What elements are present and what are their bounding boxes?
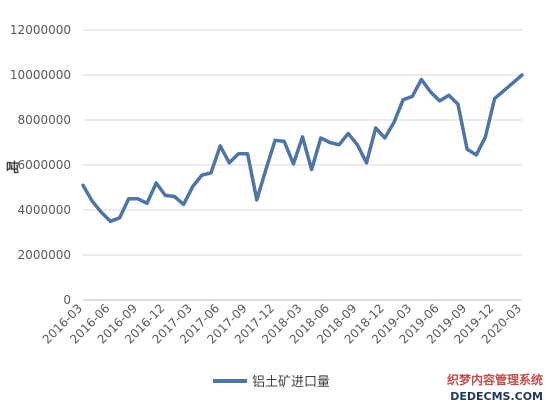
data-point (127, 197, 131, 201)
data-point (520, 73, 524, 77)
data-point (355, 143, 359, 147)
data-point (163, 193, 167, 197)
data-point (136, 197, 140, 201)
data-point (108, 219, 112, 223)
data-point (273, 138, 277, 142)
data-point (182, 202, 186, 206)
data-point (456, 102, 460, 106)
data-point (429, 90, 433, 94)
data-point (438, 99, 442, 103)
data-point (291, 162, 295, 166)
watermark: 织梦内容管理系统 DEDECMS.COM (447, 372, 543, 403)
data-point (383, 136, 387, 140)
data-point (282, 139, 286, 143)
data-point (118, 216, 122, 220)
data-point (319, 136, 323, 140)
y-tick-label: 2000000 (18, 248, 71, 262)
data-point (172, 195, 176, 198)
data-point (310, 168, 314, 171)
watermark-line1: 织梦内容管理系统 (447, 372, 543, 387)
watermark-line2: DEDECMS.COM (450, 390, 543, 403)
data-point (401, 98, 405, 102)
data-point (90, 199, 94, 203)
data-point (81, 183, 85, 187)
data-point (374, 126, 378, 130)
data-point (154, 181, 158, 185)
data-point (511, 81, 515, 85)
data-point (227, 161, 231, 165)
data-point (419, 78, 423, 81)
data-point (145, 201, 149, 205)
data-point (191, 184, 195, 188)
y-tick-label: 10000000 (10, 68, 71, 82)
data-point (502, 89, 506, 93)
y-axis-unit-label: 吨 (6, 160, 19, 176)
data-point (483, 135, 487, 139)
legend: 铝土矿进口量 (213, 375, 330, 390)
data-point (365, 161, 369, 165)
y-tick-label: 12000000 (10, 23, 71, 37)
data-point (465, 147, 469, 151)
data-point (255, 198, 259, 202)
y-tick-label: 6000000 (18, 158, 71, 172)
data-point (346, 132, 350, 135)
series-line (81, 73, 524, 224)
data-point (474, 153, 478, 157)
y-tick-label: 8000000 (18, 113, 71, 127)
data-point (264, 168, 268, 171)
data-point (236, 152, 240, 156)
legend-label: 铝土矿进口量 (252, 375, 330, 390)
data-point (328, 141, 332, 144)
data-point (447, 93, 451, 97)
data-point (392, 120, 396, 124)
y-tick-label: 0 (63, 293, 71, 307)
data-point (246, 152, 250, 156)
data-point (301, 135, 304, 139)
data-point (410, 94, 414, 98)
data-point (337, 143, 341, 147)
data-point (99, 210, 103, 214)
y-tick-label: 4000000 (18, 203, 71, 217)
data-point (493, 97, 497, 101)
data-point (200, 173, 204, 177)
data-point (209, 171, 213, 175)
data-point (218, 144, 222, 148)
